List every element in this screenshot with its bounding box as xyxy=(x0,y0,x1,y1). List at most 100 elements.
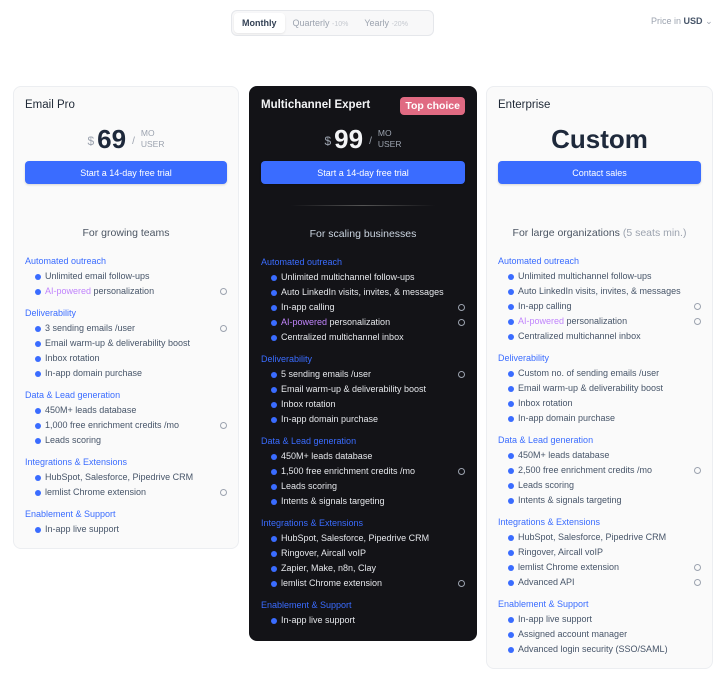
tab-yearly[interactable]: Yearly -20% xyxy=(356,13,416,33)
feature-label: Intents & signals targeting xyxy=(518,495,622,505)
info-icon[interactable] xyxy=(458,371,465,378)
feature-text: Custom no. of sending emails /user xyxy=(518,366,701,381)
check-icon xyxy=(271,371,277,378)
info-icon[interactable] xyxy=(458,580,465,587)
check-icon xyxy=(271,498,277,505)
info-icon[interactable] xyxy=(458,304,465,311)
tab-monthly[interactable]: Monthly xyxy=(234,13,285,33)
feature-text: Assigned account manager xyxy=(518,627,701,642)
feature-item: HubSpot, Salesforce, Pipedrive CRM xyxy=(498,530,701,545)
feature-label: Email warm-up & deliverability boost xyxy=(518,383,664,393)
feature-item: Email warm-up & deliverability boost xyxy=(261,382,465,397)
info-icon[interactable] xyxy=(458,468,465,475)
feature-label: Leads scoring xyxy=(518,480,575,490)
currency-prefix: Price in xyxy=(651,16,682,26)
check-icon xyxy=(508,288,514,295)
info-icon[interactable] xyxy=(220,288,227,295)
feature-text: Inbox rotation xyxy=(281,397,465,412)
feature-text: Leads scoring xyxy=(45,433,227,448)
feature-text: lemlist Chrome extension xyxy=(518,560,694,575)
plan-card-enterprise: Enterprise Custom Contact sales For large o… xyxy=(486,86,713,669)
info-icon[interactable] xyxy=(220,325,227,332)
feature-item: 3 sending emails /user xyxy=(25,321,227,336)
feature-item: In-app calling xyxy=(498,299,701,314)
info-icon[interactable] xyxy=(220,422,227,429)
feature-label: lemlist Chrome extension xyxy=(45,487,147,497)
feature-text: Advanced API xyxy=(518,575,694,590)
feature-text: In-app live support xyxy=(518,612,701,627)
feature-text: lemlist Chrome extension xyxy=(45,485,220,500)
info-icon[interactable] xyxy=(220,489,227,496)
feature-item: Intents & signals targeting xyxy=(261,494,465,509)
feature-section-title: Enablement & Support xyxy=(498,599,589,609)
feature-text: In-app domain purchase xyxy=(281,412,465,427)
feature-label: 3 sending emails /user xyxy=(45,323,136,333)
unit-user: USER xyxy=(377,139,402,149)
feature-label: personalization xyxy=(564,316,628,326)
check-icon xyxy=(271,617,277,624)
unit-mo: MO xyxy=(377,128,392,138)
check-icon xyxy=(508,631,514,638)
plan-tagline: For large organizations (5 seats min.) xyxy=(498,227,701,239)
feature-section-title: Integrations & Extensions xyxy=(498,517,601,527)
plan-name: Enterprise xyxy=(498,99,551,111)
plan-tagline: For growing teams xyxy=(25,227,227,239)
feature-label: Unlimited email follow-ups xyxy=(45,271,150,281)
plan-card-email-pro: Email Pro $69 / MO USER Start a 14-day free t… xyxy=(13,86,239,549)
info-icon[interactable] xyxy=(694,303,701,310)
check-icon xyxy=(271,386,277,393)
currency-selector[interactable]: Price in USD ⌄ xyxy=(651,16,713,27)
feature-label: 450M+ leads database xyxy=(45,405,137,415)
check-icon xyxy=(508,303,514,310)
feature-label: In-app domain purchase xyxy=(518,413,616,423)
check-icon xyxy=(271,289,277,296)
top-choice-badge: Top choice xyxy=(400,97,465,115)
check-icon xyxy=(271,550,277,557)
info-icon[interactable] xyxy=(694,467,701,474)
check-icon xyxy=(271,274,277,281)
info-icon[interactable] xyxy=(694,318,701,325)
feature-item: 450M+ leads database xyxy=(261,449,465,464)
start-a-14-day-free-trial-button[interactable]: Start a 14-day free trial xyxy=(261,161,465,184)
feature-label: Auto LinkedIn visits, invites, & message… xyxy=(281,287,444,297)
check-icon xyxy=(35,288,41,295)
feature-item: Advanced API xyxy=(498,575,701,590)
tab-quarterly[interactable]: Quarterly -10% xyxy=(285,13,357,33)
info-icon[interactable] xyxy=(458,319,465,326)
feature-item: Centralized multichannel inbox xyxy=(261,330,465,345)
unit-mo: MO xyxy=(140,128,155,138)
chevron-down-icon: ⌄ xyxy=(705,16,713,26)
check-icon xyxy=(35,370,41,377)
plan-name: Multichannel Expert xyxy=(261,99,371,111)
feature-section-title: Data & Lead generation xyxy=(25,390,121,400)
ai-highlight: AI-powered xyxy=(45,286,92,296)
feature-text: AI-powered personalization xyxy=(281,315,458,330)
price-unit: MO USER xyxy=(141,128,165,150)
feature-section-title: Automated outreach xyxy=(261,257,343,267)
check-icon xyxy=(508,646,514,653)
feature-item: Advanced login security (SSO/SAML) xyxy=(498,642,701,657)
feature-label: In-app live support xyxy=(281,615,356,625)
info-icon[interactable] xyxy=(694,579,701,586)
feature-text: Unlimited email follow-ups xyxy=(45,269,227,284)
check-icon xyxy=(508,564,514,571)
feature-label: Centralized multichannel inbox xyxy=(518,331,641,341)
check-icon xyxy=(271,468,277,475)
tab-label: Yearly xyxy=(364,18,390,28)
check-icon xyxy=(508,415,514,422)
feature-item: Unlimited multichannel follow-ups xyxy=(498,269,701,284)
feature-section-title: Enablement & Support xyxy=(261,600,352,610)
feature-label: Inbox rotation xyxy=(45,353,100,363)
feature-text: Email warm-up & deliverability boost xyxy=(45,336,227,351)
feature-item: Centralized multichannel inbox xyxy=(498,329,701,344)
feature-label: Unlimited multichannel follow-ups xyxy=(281,272,415,282)
price-amount: 69 xyxy=(97,123,127,154)
divider xyxy=(291,205,435,206)
start-a-14-day-free-trial-button[interactable]: Start a 14-day free trial xyxy=(25,161,227,184)
feature-label: lemlist Chrome extension xyxy=(281,578,383,588)
currency-symbol: $ xyxy=(87,134,95,148)
info-icon[interactable] xyxy=(694,564,701,571)
feature-text: Inbox rotation xyxy=(518,396,701,411)
feature-text: HubSpot, Salesforce, Pipedrive CRM xyxy=(281,531,465,546)
contact-sales-button[interactable]: Contact sales xyxy=(498,161,701,184)
